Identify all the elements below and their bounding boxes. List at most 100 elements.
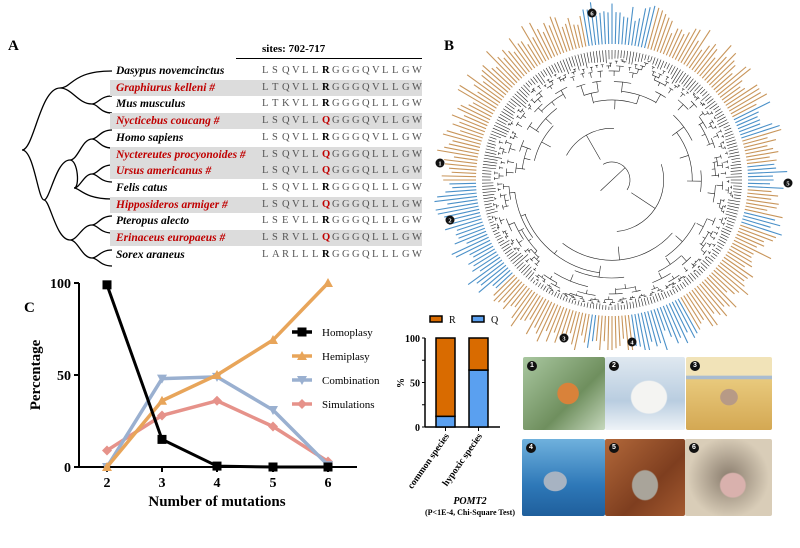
species-label: [686, 293, 705, 321]
species-label: [607, 12, 610, 45]
residue: G: [342, 65, 350, 76]
species-label: [495, 272, 513, 289]
species-label: [747, 175, 773, 178]
species-label: [535, 301, 553, 334]
species-label: [570, 311, 580, 345]
species-label: [543, 22, 559, 56]
residue: V: [372, 115, 380, 127]
species-label: [448, 143, 480, 152]
data-point: [157, 410, 167, 421]
residue: R: [322, 181, 330, 193]
residue: L: [392, 148, 399, 160]
residue: G: [352, 81, 360, 93]
species-label: [746, 156, 770, 161]
species-label: [491, 67, 513, 88]
residue: L: [382, 98, 389, 110]
species-label: [721, 86, 741, 101]
residue: L: [312, 198, 319, 210]
species-label: [717, 264, 745, 287]
species-label: [624, 315, 630, 350]
residue: K: [282, 98, 290, 110]
residue: Q: [362, 98, 370, 110]
alignment-row: Hipposideros armiger # L S Q V L L Q G G G Q L L L G W: [110, 196, 422, 213]
data-point: [212, 395, 222, 406]
photo-number-badge: 6: [689, 443, 699, 453]
species-label: [745, 205, 768, 211]
species-label: [599, 12, 603, 45]
residue: L: [302, 181, 309, 193]
series-line: [105, 375, 330, 468]
species-label: [582, 9, 590, 47]
residue: W: [412, 65, 422, 76]
species-label: [614, 315, 617, 349]
species-label: [662, 32, 673, 55]
species-label: [603, 315, 606, 342]
species-name: Erinaceus europaeus #: [116, 232, 226, 244]
species-label: [747, 182, 770, 185]
species-label: [503, 281, 523, 303]
residue: S: [272, 215, 278, 227]
residue: V: [292, 198, 300, 210]
species-label: [479, 256, 501, 272]
species-label: [621, 315, 625, 339]
legend-swatch: [429, 315, 443, 323]
species-label: [701, 281, 725, 307]
species-label: [656, 17, 670, 52]
species-label: [671, 33, 685, 59]
species-label: [741, 221, 782, 236]
residue: G: [402, 81, 410, 93]
species-label: [553, 306, 565, 333]
residue: S: [272, 232, 278, 243]
photo-number-badge: 5: [609, 443, 619, 453]
species-label: [534, 300, 550, 328]
residue: L: [262, 248, 269, 260]
tree-marker-number: 5: [786, 181, 790, 188]
species-label: [549, 16, 565, 54]
species-label: [747, 186, 784, 189]
residue: Q: [362, 65, 370, 76]
species-label: [607, 315, 610, 350]
species-label: [536, 303, 556, 342]
species-label: [747, 163, 775, 168]
residue: W: [412, 165, 422, 177]
data-point: [212, 461, 222, 471]
species-label: [437, 192, 477, 198]
x-axis-label: Number of mutations: [148, 494, 285, 510]
species-label: [591, 314, 597, 342]
residue: V: [372, 81, 380, 93]
species-label: [603, 11, 606, 45]
species-name: Ursus americanus #: [116, 165, 212, 178]
residue: G: [402, 165, 410, 177]
species-label: [735, 111, 759, 124]
residue: L: [392, 165, 399, 177]
species-label: [446, 130, 482, 142]
species-label: [476, 262, 505, 284]
species-label: [460, 104, 491, 121]
species-label: [743, 137, 768, 145]
species-label: [573, 312, 584, 350]
species-label: [527, 44, 541, 65]
residue: L: [302, 115, 309, 127]
species-label: [701, 45, 732, 79]
residue: G: [352, 248, 360, 260]
species-label: [445, 189, 477, 193]
residue: L: [382, 181, 389, 193]
data-point: [102, 280, 112, 290]
species-label: [444, 146, 479, 155]
species-label: [457, 107, 489, 124]
tree-branches: [482, 50, 742, 310]
legend-swatch: [471, 315, 485, 323]
residue: L: [392, 215, 399, 227]
species-label: [627, 314, 634, 350]
residue: L: [262, 148, 269, 160]
legend-label: Hemiplasy: [322, 351, 370, 363]
species-label: [493, 276, 518, 302]
residue: L: [392, 81, 399, 93]
residue: L: [262, 198, 269, 210]
species-label: [713, 72, 733, 91]
species-label: [477, 91, 499, 106]
residue: G: [342, 198, 350, 210]
residue: L: [262, 65, 269, 76]
residue: G: [342, 165, 350, 177]
